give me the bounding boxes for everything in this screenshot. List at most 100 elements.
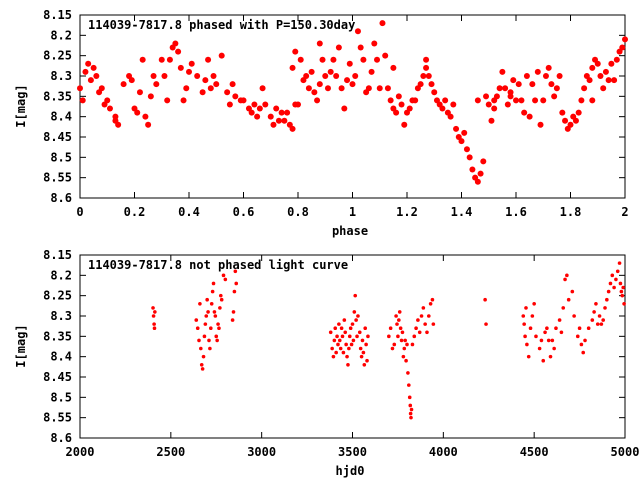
data-point [474, 178, 481, 185]
data-point [319, 56, 326, 63]
x-tick-label: 1.8 [560, 205, 582, 219]
data-point [216, 322, 220, 326]
data-point [153, 81, 160, 88]
data-point [428, 81, 435, 88]
data-point [322, 73, 329, 79]
data-point [502, 85, 509, 92]
data-point [529, 81, 536, 88]
data-point [153, 310, 157, 314]
data-point [226, 101, 233, 108]
x-tick-label: 1 [349, 205, 356, 219]
data-point [194, 318, 199, 322]
data-point [213, 81, 220, 88]
data-point [224, 89, 231, 96]
data-point [346, 363, 350, 367]
data-point [208, 346, 212, 351]
data-point [152, 326, 157, 331]
data-point [417, 81, 424, 88]
data-point [231, 310, 236, 314]
data-point [477, 170, 484, 177]
data-point [151, 314, 156, 318]
data-point [183, 85, 190, 92]
data-point [423, 56, 430, 63]
data-point [619, 44, 626, 51]
data-point [166, 56, 173, 63]
data-point [559, 330, 564, 335]
data-point [172, 40, 179, 47]
data-point [534, 334, 538, 339]
data-point [195, 326, 200, 331]
data-point [139, 56, 146, 63]
data-point [346, 60, 353, 67]
data-point [605, 297, 609, 302]
data-point [85, 60, 92, 67]
data-point [485, 101, 492, 108]
data-point [586, 77, 593, 84]
data-point [335, 44, 342, 51]
data-point [397, 318, 401, 322]
data-point [474, 97, 481, 104]
data-point [311, 89, 318, 96]
data-point [205, 56, 212, 63]
data-point [491, 105, 498, 112]
data-point [205, 297, 209, 302]
data-point [351, 338, 356, 343]
data-point [177, 64, 184, 71]
data-point [120, 81, 127, 88]
data-point [218, 293, 223, 298]
data-point [461, 129, 468, 136]
data-point [215, 338, 219, 343]
data-point [488, 117, 495, 124]
data-point [77, 85, 83, 92]
data-point [463, 146, 470, 153]
data-point [198, 302, 202, 306]
data-point [210, 289, 215, 294]
y-tick-label: 8.4 [50, 110, 72, 124]
data-point [273, 105, 280, 112]
data-point [115, 121, 122, 128]
data-point [270, 121, 277, 128]
plot-frame [79, 254, 626, 439]
data-point [262, 101, 269, 108]
data-point [207, 338, 211, 343]
data-point [510, 77, 517, 84]
data-point [93, 73, 100, 79]
data-point [395, 93, 402, 100]
data-point [622, 36, 628, 43]
data-point [387, 97, 394, 104]
data-point [352, 73, 359, 79]
data-point [214, 334, 219, 339]
y-tick-label: 8.6 [50, 431, 72, 445]
data-point [357, 330, 362, 335]
data-point [551, 93, 558, 100]
y-axis-label: I[mag] [14, 324, 28, 367]
data-point [206, 310, 210, 314]
data-point [589, 64, 596, 71]
data-point [175, 48, 182, 55]
data-point [412, 334, 417, 339]
y-tick-label: 8.15 [43, 8, 72, 22]
data-point [289, 64, 296, 71]
data-point [267, 113, 274, 120]
data-point [161, 73, 168, 79]
data-point [364, 342, 368, 347]
data-point [575, 109, 582, 116]
data-point [617, 261, 622, 265]
data-point [530, 314, 535, 318]
x-tick-label: 3000 [247, 445, 276, 459]
data-point [212, 310, 217, 314]
data-point [621, 285, 625, 290]
data-point [431, 89, 438, 96]
data-point [390, 346, 395, 351]
data-point [608, 281, 613, 286]
data-point [618, 281, 623, 286]
data-point [563, 277, 567, 282]
data-point [338, 85, 345, 92]
data-point [408, 411, 413, 416]
data-point [150, 73, 157, 79]
data-point [421, 306, 426, 310]
data-point [331, 354, 336, 359]
data-point [592, 310, 596, 314]
data-point [599, 322, 604, 326]
plot-frame [79, 14, 626, 199]
